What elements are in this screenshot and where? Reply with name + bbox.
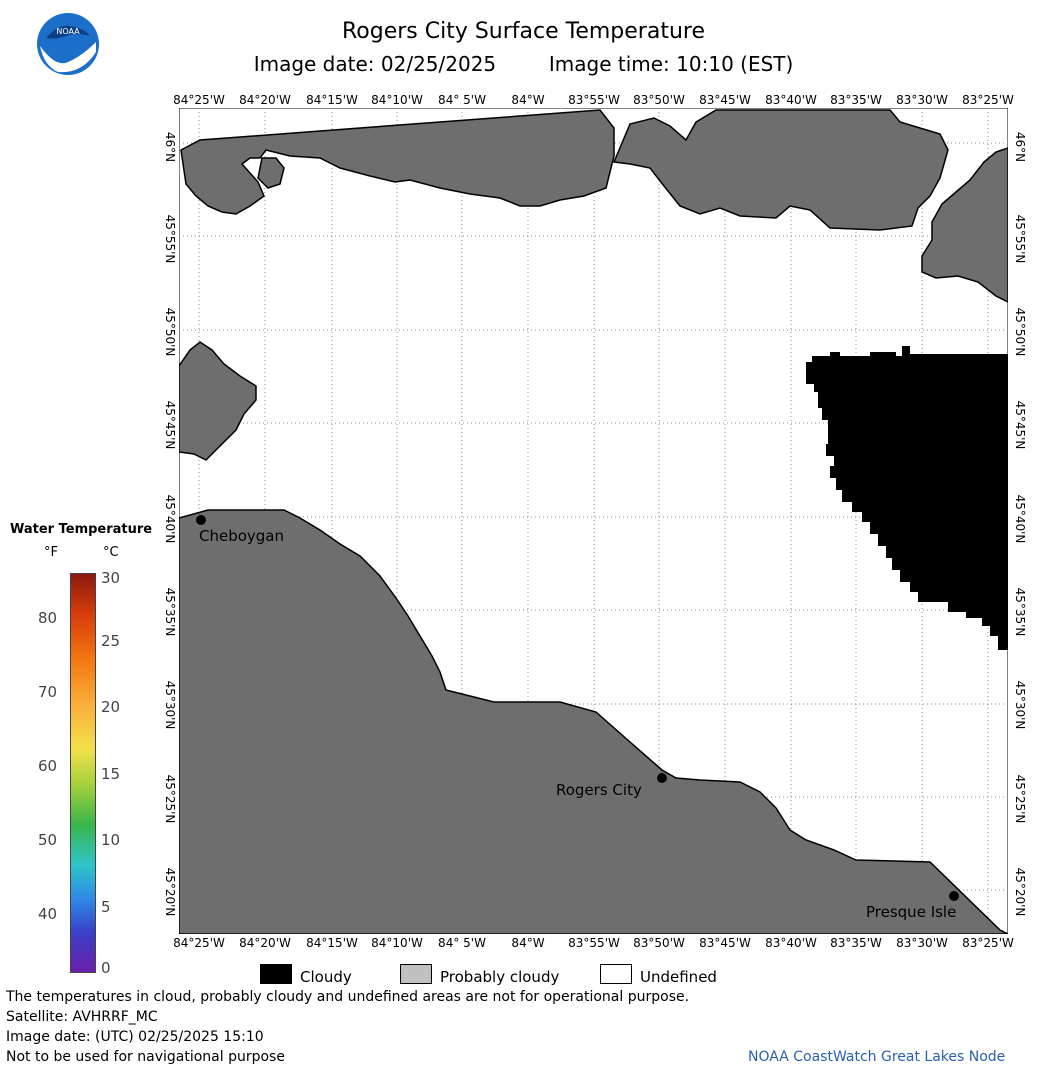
lat-label: 45°45'N xyxy=(163,400,177,450)
lon-label: 84°20'W xyxy=(239,93,291,107)
land-lower-peninsula xyxy=(179,509,1008,934)
footer-utc-date: Image date: (UTC) 02/25/2025 15:10 xyxy=(6,1029,264,1045)
legend-title: Water Temperature xyxy=(10,522,153,537)
cloudy-label: Cloudy xyxy=(300,968,352,986)
lat-label: 45°50'N xyxy=(163,307,177,357)
undefined-swatch xyxy=(600,964,632,984)
lat-label: 46°N xyxy=(1013,131,1027,163)
unit-fahrenheit: °F xyxy=(44,545,58,560)
lon-label: 83°50'W xyxy=(633,93,685,107)
svg-text:NOAA: NOAA xyxy=(56,27,80,36)
lat-label: 45°40'N xyxy=(1013,494,1027,544)
probably-cloudy-label: Probably cloudy xyxy=(440,968,560,986)
land-small-island xyxy=(257,157,285,189)
lat-label: 45°30'N xyxy=(1013,680,1027,730)
lon-label: 84°25'W xyxy=(173,936,225,950)
undefined-label: Undefined xyxy=(640,968,717,986)
land-drummond-island xyxy=(921,147,1008,303)
lon-label: 84° 5'W xyxy=(438,936,486,950)
land-upper-peninsula-east xyxy=(612,109,949,231)
lon-label: 84°W xyxy=(511,936,545,950)
lat-label: 46°N xyxy=(163,131,177,163)
footer-navigation-warning: Not to be used for navigational purpose xyxy=(6,1049,285,1065)
lon-label: 83°35'W xyxy=(830,936,882,950)
c-tick: 20 xyxy=(101,698,121,716)
lon-label: 83°45'W xyxy=(699,93,751,107)
temperature-color-bar xyxy=(70,573,96,973)
lon-label: 83°40'W xyxy=(765,93,817,107)
lat-label: 45°35'N xyxy=(163,587,177,637)
city-label-rogers-city: Rogers City xyxy=(556,781,642,799)
lon-label: 83°30'W xyxy=(896,936,948,950)
land-bois-blanc-island xyxy=(179,341,257,461)
lon-label: 83°25'W xyxy=(962,936,1014,950)
noaa-logo-icon: NOAA xyxy=(37,13,99,75)
c-tick: 15 xyxy=(101,765,121,783)
lat-label: 45°25'N xyxy=(1013,774,1027,824)
cloudy-swatch xyxy=(260,964,292,984)
lon-label: 84°10'W xyxy=(371,93,423,107)
image-date: Image date: 02/25/2025 xyxy=(253,52,497,76)
image-time: Image time: 10:10 (EST) xyxy=(548,52,794,76)
lat-label: 45°25'N xyxy=(163,774,177,824)
lat-label: 45°20'N xyxy=(1013,867,1027,917)
lon-label: 84°20'W xyxy=(239,936,291,950)
c-tick: 10 xyxy=(101,831,121,849)
unit-celsius: °C xyxy=(103,545,119,560)
page-title: Rogers City Surface Temperature xyxy=(341,19,706,44)
f-tick: 60 xyxy=(38,757,58,775)
lon-label: 83°30'W xyxy=(896,93,948,107)
f-tick: 70 xyxy=(38,683,58,701)
cloudy-area xyxy=(806,346,1008,650)
c-tick: 30 xyxy=(101,569,121,587)
c-tick: 25 xyxy=(101,632,121,650)
map-area xyxy=(179,108,1008,934)
land-upper-peninsula-west xyxy=(180,109,615,215)
credit-link[interactable]: NOAA CoastWatch Great Lakes Node xyxy=(748,1049,1006,1065)
lon-label: 83°55'W xyxy=(568,93,620,107)
lon-label: 83°45'W xyxy=(699,936,751,950)
probably-cloudy-swatch xyxy=(400,964,432,984)
lon-label: 84° 5'W xyxy=(438,93,486,107)
lon-label: 83°25'W xyxy=(962,93,1014,107)
lon-label: 83°35'W xyxy=(830,93,882,107)
footer-disclaimer: The temperatures in cloud, probably clou… xyxy=(6,989,690,1005)
presque-isle-marker xyxy=(949,891,959,901)
lat-label: 45°55'N xyxy=(163,214,177,264)
noaa-logo: NOAA xyxy=(36,12,100,76)
lon-label: 84°25'W xyxy=(173,93,225,107)
f-tick: 50 xyxy=(38,831,58,849)
rogers-city-marker xyxy=(657,773,667,783)
f-tick: 40 xyxy=(38,905,58,923)
city-label-presque-isle: Presque Isle xyxy=(866,903,957,921)
lon-label: 84°15'W xyxy=(306,936,358,950)
lon-label: 83°55'W xyxy=(568,936,620,950)
lat-label: 45°20'N xyxy=(163,867,177,917)
lat-label: 45°30'N xyxy=(163,680,177,730)
lat-label: 45°45'N xyxy=(1013,400,1027,450)
image-date-time: Image date: 02/25/2025 Image time: 10:10… xyxy=(0,52,1047,76)
lat-label: 45°55'N xyxy=(1013,214,1027,264)
lon-label: 83°50'W xyxy=(633,936,685,950)
lat-label: 45°50'N xyxy=(1013,307,1027,357)
c-tick: 5 xyxy=(101,898,111,916)
cheboygan-marker xyxy=(196,515,206,525)
lon-label: 83°40'W xyxy=(765,936,817,950)
lon-label: 84°W xyxy=(511,93,545,107)
lon-label: 84°10'W xyxy=(371,936,423,950)
city-label-cheboygan: Cheboygan xyxy=(199,527,285,545)
f-tick: 80 xyxy=(38,609,58,627)
lat-label: 45°40'N xyxy=(163,494,177,544)
footer-satellite: Satellite: AVHRRF_MC xyxy=(6,1009,158,1025)
lat-label: 45°35'N xyxy=(1013,587,1027,637)
c-tick: 0 xyxy=(101,959,111,977)
lon-label: 84°15'W xyxy=(306,93,358,107)
